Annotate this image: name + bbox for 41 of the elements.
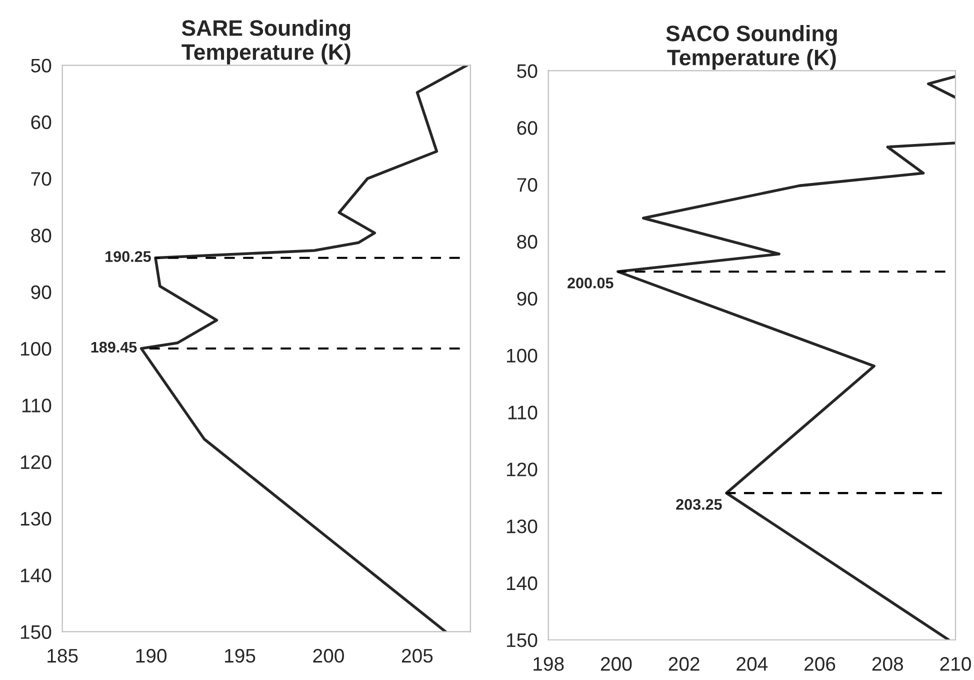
y-tick-label: 60: [517, 121, 538, 135]
x-tick-label: 206: [804, 657, 836, 671]
x-tick-label: 190: [136, 648, 167, 663]
y-tick-label: 120: [20, 455, 52, 470]
y-tick-label: 140: [506, 576, 538, 590]
y-tick-label: 120: [506, 462, 538, 476]
y-tick-label: 100: [20, 342, 52, 356]
y-tick-label: 70: [517, 178, 538, 192]
x-tick-label: 205: [402, 648, 433, 663]
y-tick-label: 70: [31, 172, 52, 186]
y-tick-label: 110: [22, 398, 52, 412]
y-tick-label: 130: [506, 520, 538, 534]
y-tick-label: 80: [517, 234, 538, 249]
x-tick-label: 200: [600, 657, 632, 671]
y-tick-label: 130: [20, 512, 52, 526]
x-tick-label: 198: [534, 657, 564, 671]
y-tick-label: 80: [31, 228, 52, 242]
x-tick-label: 208: [872, 657, 904, 671]
x-tick-label: 202: [668, 657, 700, 671]
y-tick-label: 60: [31, 115, 52, 130]
chart-title: SACO Sounding Temperature (K): [666, 25, 837, 70]
y-tick-label: 90: [31, 285, 52, 300]
x-tick-label: 204: [736, 657, 768, 671]
annotation: 203.25: [676, 498, 722, 510]
annotation: 190.25: [106, 251, 151, 262]
y-tick-label: 110: [508, 406, 538, 420]
x-tick-label: 210: [940, 657, 971, 671]
y-tick-label: 140: [20, 568, 52, 582]
y-tick-label: 50: [31, 58, 52, 73]
chart-title: SARE Sounding Temperature (K): [182, 20, 350, 64]
x-tick-label: 185: [48, 648, 78, 663]
x-tick-label: 195: [225, 648, 256, 663]
line-series: [616, 142, 956, 640]
y-tick-label: 150: [506, 633, 538, 648]
annotation: 189.45: [91, 342, 137, 353]
y-tick-label: 90: [517, 292, 538, 306]
y-tick-label: 150: [20, 625, 52, 639]
y-tick-label: 100: [506, 348, 538, 363]
y-tick-label: 50: [517, 64, 538, 78]
annotation: 200.05: [568, 278, 614, 288]
x-tick-label: 200: [313, 648, 344, 663]
